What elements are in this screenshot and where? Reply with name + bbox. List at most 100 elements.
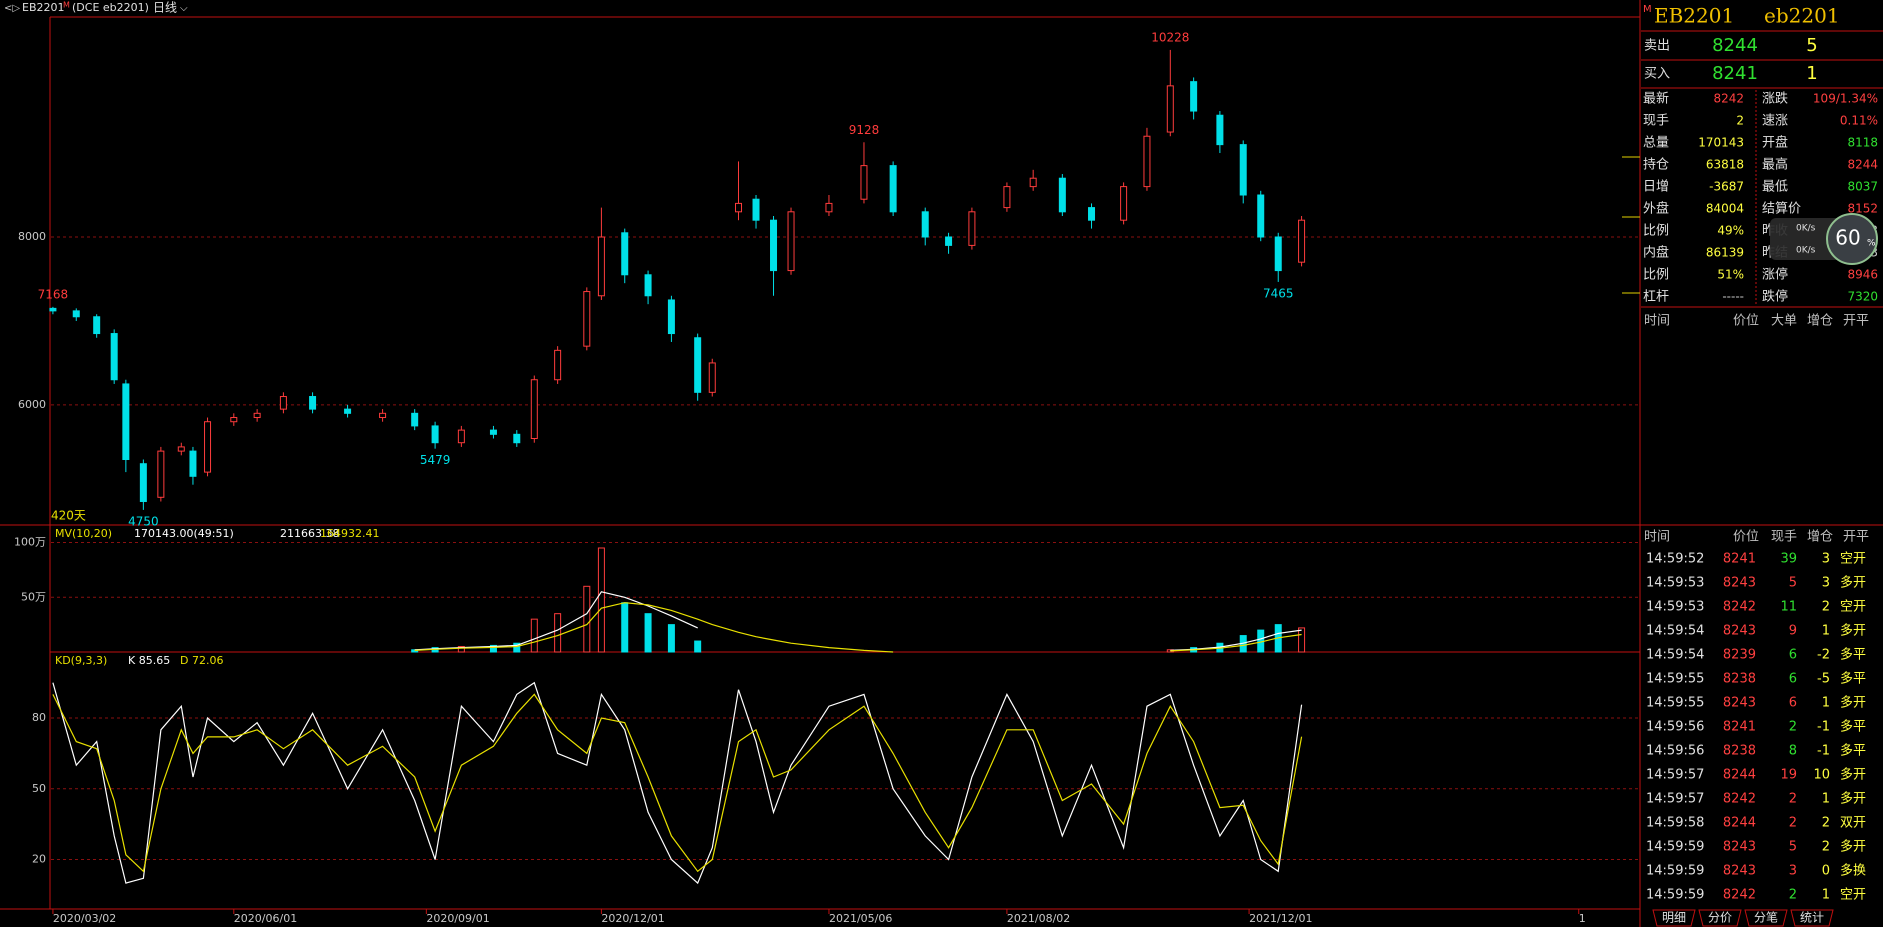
- column-header: 开平: [1843, 314, 1869, 329]
- candle-body: [139, 463, 147, 502]
- indicator-readout: K 85.65: [128, 654, 170, 667]
- speed-dial[interactable]: [1826, 213, 1878, 265]
- volume-ma-line: [414, 602, 1302, 653]
- volume-bar: [457, 646, 465, 653]
- field-label: 比例: [1643, 224, 1669, 239]
- trade-price: 8243: [1723, 840, 1756, 855]
- tab[interactable]: [1652, 909, 1696, 927]
- tab[interactable]: [1744, 909, 1788, 927]
- trade-price: 8244: [1723, 816, 1756, 831]
- trade-time: 14:59:59: [1646, 888, 1704, 903]
- candle-body: [1120, 186, 1128, 221]
- candle-body: [431, 425, 439, 444]
- field-value: 109/1.34%: [1813, 92, 1878, 106]
- candle-body: [1239, 144, 1247, 196]
- trade-oi: -1: [1817, 744, 1830, 759]
- column-header: 时间: [1644, 530, 1670, 545]
- speed-up: 0K/s: [1796, 224, 1816, 234]
- symbol[interactable]: EB2201: [22, 1, 65, 14]
- candle-body: [1216, 114, 1224, 146]
- menu-icon[interactable]: <▷: [4, 3, 20, 14]
- candle-body: [708, 362, 716, 393]
- trade-time: 14:59:56: [1646, 744, 1704, 759]
- field-value: 51%: [1717, 268, 1744, 282]
- volume-bar: [597, 547, 605, 653]
- trade-qty: 2: [1789, 792, 1797, 807]
- field-value: -----: [1722, 290, 1744, 304]
- book-volume: 1: [1806, 63, 1817, 84]
- extreme-label: 5479: [420, 453, 451, 467]
- trade-price: 8239: [1723, 648, 1756, 663]
- field-label: 最低: [1762, 180, 1788, 195]
- candle-body: [49, 307, 57, 312]
- candle-body: [583, 291, 591, 347]
- field-label: 持仓: [1643, 158, 1669, 173]
- trade-price: 8243: [1723, 864, 1756, 879]
- trade-time: 14:59:55: [1646, 696, 1704, 711]
- trade-type: 多开: [1840, 791, 1866, 807]
- tab-label[interactable]: 统计: [1800, 911, 1824, 925]
- period-selector[interactable]: 日线: [153, 1, 177, 15]
- x-tick-label: 2020/12/01: [601, 912, 664, 925]
- trade-qty: 6: [1789, 696, 1797, 711]
- field-value: 84004: [1706, 202, 1744, 216]
- candle-body: [1029, 177, 1037, 188]
- trade-type: 空开: [1840, 888, 1866, 903]
- candle-body: [921, 211, 929, 238]
- book-label: 买入: [1644, 67, 1670, 82]
- candle-body: [411, 412, 419, 427]
- speed-down: 0K/s: [1796, 246, 1816, 256]
- volume-bar: [694, 640, 702, 653]
- speed-unit: %: [1867, 239, 1876, 249]
- trade-oi: 1: [1822, 696, 1830, 711]
- field-label: 结算价: [1762, 202, 1801, 217]
- indicator-title[interactable]: MV(10,20): [55, 527, 112, 540]
- trade-price: 8244: [1723, 768, 1756, 783]
- field-value: 2: [1736, 114, 1744, 128]
- volume-bar: [621, 602, 629, 653]
- field-label: 涨停: [1762, 267, 1788, 283]
- trade-price: 8242: [1723, 888, 1756, 903]
- tab[interactable]: [1698, 909, 1742, 927]
- indicator-title[interactable]: KD(9,3,3): [55, 654, 107, 667]
- candle-body: [309, 396, 317, 410]
- candle-body: [1274, 236, 1282, 272]
- trade-type: 多开: [1840, 767, 1866, 783]
- candle-body: [1143, 135, 1151, 188]
- extreme-label: 10228: [1151, 30, 1189, 44]
- field-label: 日增: [1643, 180, 1669, 195]
- trade-oi: -5: [1817, 672, 1830, 687]
- trade-type: 多开: [1840, 575, 1866, 591]
- candle-body: [110, 333, 118, 381]
- x-tick-label: 2021/12/01: [1249, 912, 1312, 925]
- extreme-label: 7465: [1263, 286, 1294, 300]
- field-label: 最新: [1643, 91, 1669, 107]
- column-header: 开平: [1843, 530, 1869, 545]
- trade-price: 8241: [1723, 720, 1756, 735]
- candle-body: [825, 202, 833, 213]
- trade-price: 8243: [1723, 696, 1756, 711]
- volume-bar: [513, 642, 521, 653]
- trade-time: 14:59:53: [1646, 600, 1704, 615]
- candle-body: [860, 165, 868, 200]
- candle-body: [457, 429, 465, 444]
- x-tick-label: 2020/06/01: [234, 912, 297, 925]
- trade-price: 8243: [1723, 576, 1756, 591]
- field-label: 跌停: [1762, 289, 1788, 305]
- candle-body: [253, 412, 261, 419]
- trade-price: 8238: [1723, 744, 1756, 759]
- trade-qty: 6: [1789, 648, 1797, 663]
- chart: 2020/03/02 2020/06/01 2020/09/01 2020/12/01…: [14, 30, 1640, 925]
- field-label: 最高: [1762, 157, 1788, 173]
- trade-time: 14:59:57: [1646, 768, 1704, 783]
- candle-body: [157, 450, 165, 498]
- tab[interactable]: [1790, 909, 1834, 927]
- tab-label[interactable]: 明细: [1662, 911, 1686, 925]
- period-chevron[interactable]: ⌵: [180, 3, 188, 14]
- indicator-readout: D 72.06: [180, 654, 223, 667]
- tab-label[interactable]: 分价: [1708, 911, 1732, 925]
- field-value: 8118: [1847, 136, 1878, 150]
- book-volume: 5: [1806, 35, 1817, 56]
- tab-label[interactable]: 分笔: [1754, 910, 1778, 925]
